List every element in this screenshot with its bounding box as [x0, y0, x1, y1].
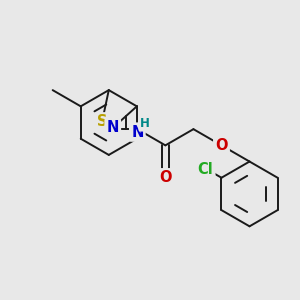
Text: S: S [97, 114, 107, 129]
Text: N: N [131, 124, 143, 140]
Text: Cl: Cl [198, 162, 213, 177]
Text: O: O [215, 138, 228, 153]
Text: O: O [159, 170, 172, 185]
Text: H: H [140, 117, 150, 130]
Text: N: N [106, 121, 119, 136]
